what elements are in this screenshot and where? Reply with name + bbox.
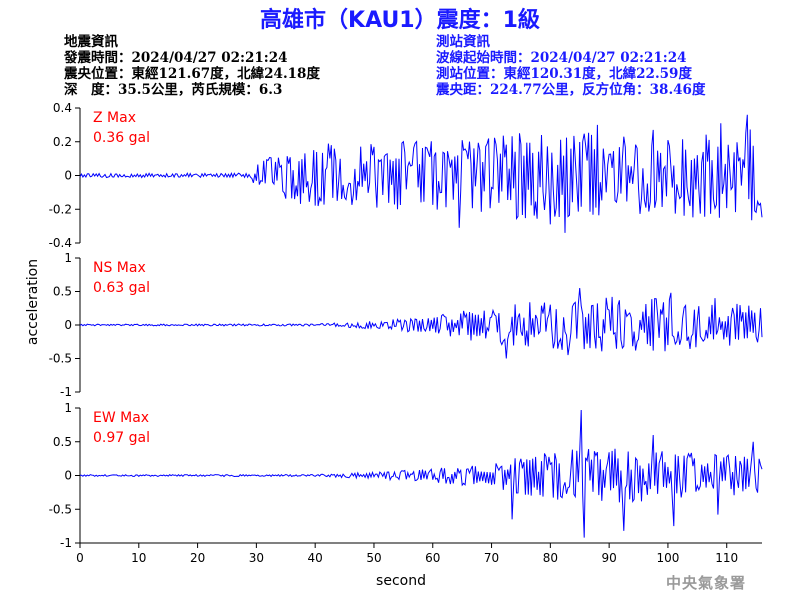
earthquake-info: 地震資訊 發震時間：2024/04/27 02:21:24 震央位置：東經121… bbox=[64, 34, 320, 98]
y-tick-label: -0.2 bbox=[49, 202, 72, 216]
y-tick-label: -1 bbox=[60, 385, 72, 399]
waveform-3 bbox=[80, 409, 763, 538]
x-tick-label: 80 bbox=[543, 551, 558, 565]
panel-2 bbox=[75, 257, 763, 393]
x-tick-label: 50 bbox=[366, 551, 381, 565]
x-tick-label: 110 bbox=[715, 551, 738, 565]
y-tick-label: 0 bbox=[64, 318, 72, 332]
x-tick-label: 30 bbox=[249, 551, 264, 565]
station-location: 測站位置：東經120.31度，北緯22.59度 bbox=[436, 66, 692, 82]
panel-max-name: NS Max bbox=[93, 260, 146, 276]
x-tick-label: 90 bbox=[601, 551, 616, 565]
earthquake-info-heading: 地震資訊 bbox=[64, 34, 118, 50]
x-axis-title: second bbox=[376, 573, 426, 589]
y-tick-label: 1 bbox=[64, 251, 72, 265]
waveform-1 bbox=[79, 114, 763, 233]
y-tick-label: 0 bbox=[64, 169, 72, 183]
x-tick-label: 70 bbox=[484, 551, 499, 565]
panel-3 bbox=[75, 407, 763, 544]
x-tick-label: 60 bbox=[425, 551, 440, 565]
panel-1 bbox=[75, 107, 763, 244]
panel-max-value: 0.63 gal bbox=[93, 280, 150, 296]
x-tick-label: 40 bbox=[308, 551, 323, 565]
station-info-heading: 測站資訊 bbox=[436, 34, 490, 50]
y-tick-label: 1 bbox=[64, 401, 72, 415]
panel-max-name: Z Max bbox=[93, 110, 136, 126]
y-tick-label: -0.4 bbox=[49, 236, 72, 250]
y-tick-label: 0.5 bbox=[53, 285, 72, 299]
y-tick-label: 0.4 bbox=[53, 101, 72, 115]
page-title: 高雄市（KAU1）震度：1級 bbox=[260, 8, 540, 33]
origin-time: 發震時間：2024/04/27 02:21:24 bbox=[64, 50, 288, 66]
x-tick-label: 10 bbox=[131, 551, 146, 565]
y-tick-label: 0 bbox=[64, 469, 72, 483]
y-tick-label: -1 bbox=[60, 536, 72, 550]
wave-onset-time: 波線起始時間：2024/04/27 02:21:24 bbox=[436, 50, 687, 66]
y-axis-title: acceleration bbox=[25, 259, 41, 345]
y-tick-label: 0.2 bbox=[53, 135, 72, 149]
epicentral-distance: 震央距：224.77公里，反方位角：38.46度 bbox=[436, 82, 706, 98]
station-info: 測站資訊 波線起始時間：2024/04/27 02:21:24 測站位置：東經1… bbox=[436, 34, 705, 98]
agency-label: 中央氣象署 bbox=[665, 574, 746, 592]
y-tick-label: -0.5 bbox=[49, 502, 72, 516]
waveform-2 bbox=[79, 288, 763, 359]
panel-max-name: EW Max bbox=[93, 410, 149, 426]
x-tick-label: 0 bbox=[76, 551, 84, 565]
x-tick-label: 100 bbox=[656, 551, 679, 565]
y-tick-label: -0.5 bbox=[49, 352, 72, 366]
x-tick-label: 20 bbox=[190, 551, 205, 565]
panel-max-value: 0.36 gal bbox=[93, 130, 150, 146]
depth-magnitude: 深 度：35.5公里，芮氏規模：6.3 bbox=[64, 82, 283, 98]
y-tick-label: 0.5 bbox=[53, 435, 72, 449]
panel-max-value: 0.97 gal bbox=[93, 430, 150, 446]
epicenter: 震央位置：東經121.67度，北緯24.18度 bbox=[64, 66, 320, 82]
